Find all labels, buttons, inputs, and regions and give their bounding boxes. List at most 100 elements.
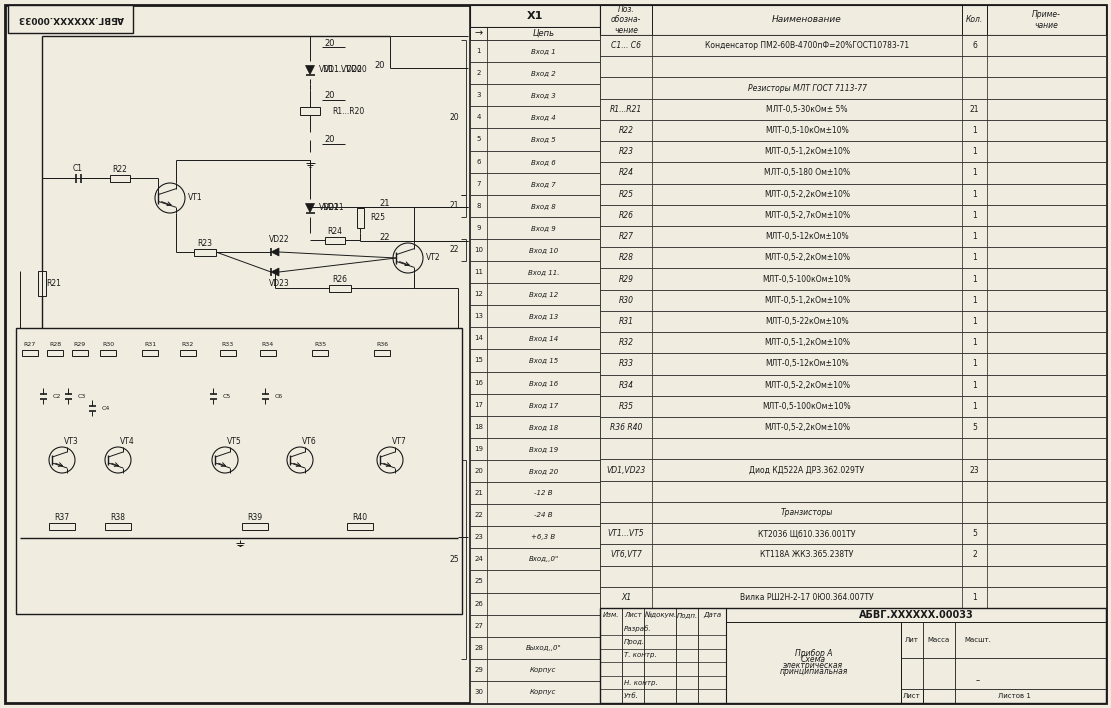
Text: VD21: VD21 [324,203,344,212]
Bar [180,350,196,356]
Bar [106,523,131,530]
Text: R35: R35 [314,341,326,346]
Text: 9: 9 [477,225,481,231]
Text: 1: 1 [972,211,977,220]
Text: R28: R28 [49,341,61,346]
Text: –: – [975,676,980,685]
Text: Вход 20: Вход 20 [529,468,558,474]
Text: 17: 17 [474,401,483,408]
Text: VD1,VD23: VD1,VD23 [607,466,645,474]
Text: Приме-
чание: Приме- чание [1032,11,1061,30]
Text: R40: R40 [352,513,368,522]
Text: R1...R20: R1...R20 [332,106,364,115]
Text: 5: 5 [477,137,481,142]
Text: Лит: Лит [905,636,919,643]
Text: МЛТ-0,5-1,2кОм±10%: МЛТ-0,5-1,2кОм±10% [764,338,850,347]
Text: R34: R34 [262,341,274,346]
Text: 16: 16 [474,379,483,386]
Text: →: → [474,28,482,38]
Bar [600,77,1105,98]
Text: R26: R26 [619,211,633,220]
Text: 18: 18 [474,424,483,430]
Bar [470,106,600,128]
Text: VT3: VT3 [64,438,79,447]
Bar [600,120,1105,141]
Text: 21: 21 [474,490,483,496]
Text: R33: R33 [222,341,234,346]
Text: 1: 1 [972,593,977,602]
Text: R30: R30 [619,296,633,304]
Text: C2: C2 [53,394,61,399]
Text: R23: R23 [619,147,633,156]
Bar [470,305,600,327]
Bar [600,502,1105,523]
Bar [470,283,600,305]
Text: R30: R30 [102,341,114,346]
Bar [300,107,320,115]
Text: R27: R27 [619,232,633,241]
Bar [470,438,600,460]
Text: 22: 22 [450,246,459,254]
Text: 1: 1 [972,126,977,135]
Bar [470,504,600,526]
Bar [357,208,363,228]
Bar [600,311,1105,332]
Bar [470,151,600,173]
Bar [600,226,1105,247]
Text: 23: 23 [970,466,979,474]
Text: Вход 12: Вход 12 [529,291,558,297]
Bar [470,27,600,40]
Text: Резисторы МЛТ ГОСТ 7113-77: Резисторы МЛТ ГОСТ 7113-77 [748,84,867,93]
Text: МЛТ-0,5-12кОм±10%: МЛТ-0,5-12кОм±10% [765,232,849,241]
Text: R29: R29 [73,341,87,346]
Text: 20: 20 [449,113,459,122]
Bar [600,141,1105,162]
Text: R36 R40: R36 R40 [610,423,642,432]
Text: 1: 1 [972,296,977,304]
Text: Вход 18: Вход 18 [529,424,558,430]
Bar [100,350,116,356]
Text: Масса: Масса [928,636,950,643]
Text: VT2: VT2 [426,253,441,263]
Bar [600,544,1105,566]
Text: 20: 20 [324,91,336,101]
Text: Прод.: Прод. [624,639,645,645]
Text: 13: 13 [474,313,483,319]
Text: Корпус: Корпус [530,667,557,673]
Text: R39: R39 [248,513,262,522]
Text: R26: R26 [332,275,348,285]
Text: 1: 1 [972,275,977,284]
Text: Вход 1: Вход 1 [531,48,556,54]
Text: Подп.: Подп. [677,612,698,618]
Text: МЛТ-0,5-180 Ом±10%: МЛТ-0,5-180 Ом±10% [764,169,850,178]
Text: R31: R31 [144,341,156,346]
Polygon shape [306,203,314,212]
Text: 2: 2 [477,70,481,76]
Text: принципиальная: принципиальная [779,667,848,675]
Bar [470,659,600,681]
Text: АБВГ.XXXXXX.00033: АБВГ.XXXXXX.00033 [18,14,123,23]
Text: VT1: VT1 [188,193,202,202]
Bar [470,84,600,106]
Text: 1: 1 [972,232,977,241]
Text: 20: 20 [374,62,386,71]
Text: 19: 19 [474,446,483,452]
Bar [470,416,600,438]
Bar [329,285,351,292]
Polygon shape [271,268,279,276]
Text: R23: R23 [198,239,212,249]
Text: Кол.: Кол. [965,16,983,25]
Bar [470,128,600,151]
Polygon shape [271,248,279,256]
Text: Вход 7: Вход 7 [531,181,556,187]
Bar [470,482,600,504]
Text: 21: 21 [970,105,979,114]
Bar [600,587,1105,608]
Bar [38,270,46,295]
Bar [600,608,1105,703]
Text: 1: 1 [972,360,977,368]
Text: Схема: Схема [801,655,825,664]
Text: 22: 22 [380,232,390,241]
Bar [600,523,1105,544]
Text: Вход 19: Вход 19 [529,446,558,452]
